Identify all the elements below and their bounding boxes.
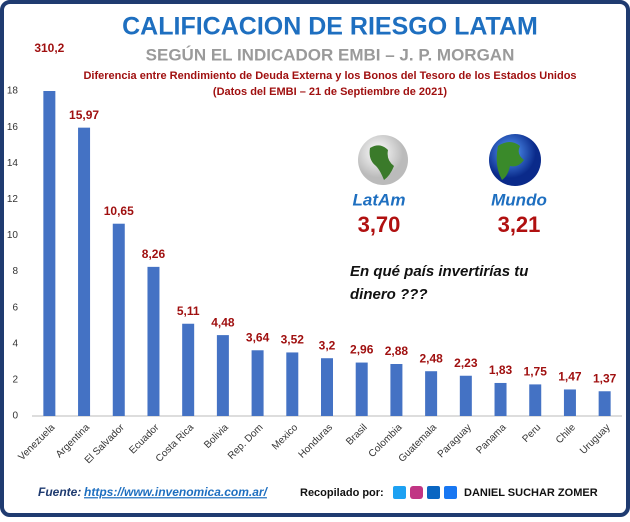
y-tick-label: 14	[7, 158, 19, 169]
bar	[425, 371, 438, 416]
question: dinero ???	[350, 286, 428, 303]
value-label: 2,88	[385, 344, 409, 358]
value-label: 2,23	[454, 356, 478, 370]
value-label: 310,2	[34, 41, 64, 55]
y-tick-label: 8	[12, 266, 18, 277]
bar	[147, 266, 160, 416]
value-label: 1,75	[524, 365, 548, 379]
bar	[459, 375, 472, 416]
globe-land	[369, 145, 394, 180]
y-tick-label: 0	[12, 411, 18, 422]
source-url[interactable]: https://www.invenomica.com.ar/	[84, 485, 269, 499]
globe-land	[496, 142, 524, 180]
bar	[43, 91, 56, 416]
mundo-value: 3,21	[498, 212, 541, 237]
latam-value: 3,70	[358, 212, 401, 237]
value-label: 2,48	[419, 351, 443, 365]
bar	[598, 391, 611, 416]
y-tick-label: 6	[12, 302, 18, 313]
social-icon	[410, 486, 423, 499]
bar	[112, 223, 125, 416]
question: En qué país invertirías tu	[350, 263, 528, 280]
latam-label: LatAm	[353, 190, 406, 209]
social-icon	[393, 486, 406, 499]
mundo-label: Mundo	[491, 190, 547, 209]
chart-title: CALIFICACION DE RIESGO LATAM	[122, 13, 538, 41]
bars	[43, 91, 611, 417]
author: DANIEL SUCHAR ZOMER	[464, 487, 598, 499]
value-label: 1,37	[593, 371, 617, 385]
description: (Datos del EMBI – 21 de Septiembre de 20…	[213, 86, 447, 98]
value-label: 15,97	[69, 108, 99, 122]
bar	[286, 352, 299, 416]
y-tick-label: 12	[7, 194, 19, 205]
y-tick-label: 2	[12, 375, 18, 386]
value-label: 3,2	[319, 338, 336, 352]
social-icon	[444, 486, 457, 499]
value-label: 2,96	[350, 343, 374, 357]
bar	[216, 335, 229, 416]
bar	[563, 389, 576, 416]
value-label: 3,64	[246, 330, 270, 344]
bar	[390, 364, 403, 416]
value-label: 1,47	[558, 370, 582, 384]
y-tick-label: 16	[7, 122, 19, 133]
bar	[321, 358, 333, 416]
value-label: 5,11	[177, 304, 200, 318]
value-label: 3,52	[281, 333, 305, 347]
description: Diferencia entre Rendimiento de Deuda Ex…	[83, 70, 576, 82]
source-label: Fuente:	[38, 485, 81, 499]
y-tick-label: 4	[12, 338, 18, 349]
compiled-label: Recopilado por:	[300, 487, 384, 499]
value-label: 8,26	[142, 247, 166, 261]
value-label: 1,83	[489, 363, 513, 377]
bar	[78, 127, 91, 417]
social-icon	[427, 486, 440, 499]
bar	[494, 382, 507, 416]
y-tick-label: 18	[7, 86, 19, 97]
bar	[251, 350, 264, 416]
value-label: 4,48	[211, 315, 235, 329]
subtitle: SEGÚN EL INDICADOR EMBI – J. P. MORGAN	[146, 45, 515, 64]
bar	[529, 384, 542, 416]
bar	[182, 323, 195, 416]
bar	[355, 362, 368, 416]
value-label: 10,65	[104, 204, 134, 218]
y-tick-label: 10	[7, 230, 19, 241]
